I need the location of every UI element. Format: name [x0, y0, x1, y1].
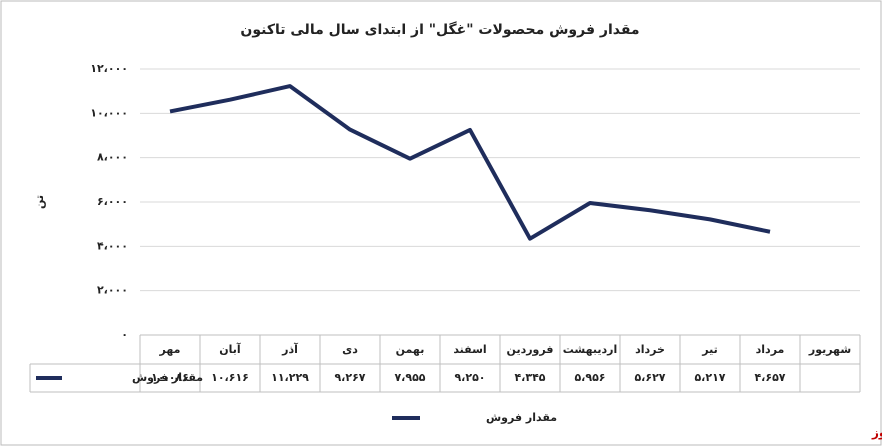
- y-tick-label: ۰: [121, 328, 128, 341]
- y-tick-label: ۲،۰۰۰: [97, 284, 128, 297]
- x-tick-label: آبان: [219, 342, 241, 356]
- data-label: ۵،۹۵۶: [574, 371, 605, 384]
- x-tick-label: آذر: [281, 342, 298, 356]
- y-tick-label: ۱۰،۰۰۰: [90, 106, 128, 119]
- x-tick-label: بهمن: [396, 343, 425, 356]
- x-tick-label: تیر: [701, 343, 717, 356]
- data-label: ۴،۶۵۷: [754, 371, 785, 384]
- data-label: ۵،۶۲۷: [634, 371, 665, 384]
- x-tick-label: اسفند: [453, 343, 486, 356]
- x-tick-label: مهر: [159, 343, 181, 356]
- x-tick-label: فروردین: [507, 343, 554, 356]
- x-tick-label: شهریور: [808, 343, 851, 356]
- legend-label: مقدار فروش: [486, 411, 557, 424]
- watermark: بورس نیوز: [871, 426, 882, 441]
- data-label: ۷،۹۵۵: [394, 371, 425, 384]
- data-label: ۱۱،۲۲۹: [271, 371, 309, 384]
- y-tick-label: ۴،۰۰۰: [97, 239, 128, 252]
- data-label: ۱۰،۰۸۶: [151, 371, 189, 384]
- data-label: ۹،۲۶۷: [334, 371, 365, 384]
- data-label: ۹،۲۵۰: [454, 371, 485, 384]
- x-tick-label: اردیبهشت: [563, 343, 617, 356]
- table-series-name: مقدار فروش: [132, 371, 203, 384]
- y-tick-label: ۸،۰۰۰: [97, 151, 128, 164]
- data-label: ۵،۲۱۷: [694, 371, 725, 384]
- chart-title: مقدار فروش محصولات "غگل" از ابتدای سال م…: [240, 21, 639, 38]
- y-tick-label: ۶،۰۰۰: [97, 195, 128, 208]
- data-label: ۴،۳۴۵: [514, 371, 545, 384]
- x-tick-label: دی: [342, 343, 358, 356]
- y-axis-label: تن: [33, 195, 46, 209]
- y-tick-label: ۱۲،۰۰۰: [90, 62, 128, 75]
- series-line: [169, 84, 771, 241]
- x-tick-label: خرداد: [635, 343, 665, 356]
- x-tick-label: مرداد: [756, 343, 785, 356]
- data-label: ۱۰،۶۱۶: [211, 371, 249, 384]
